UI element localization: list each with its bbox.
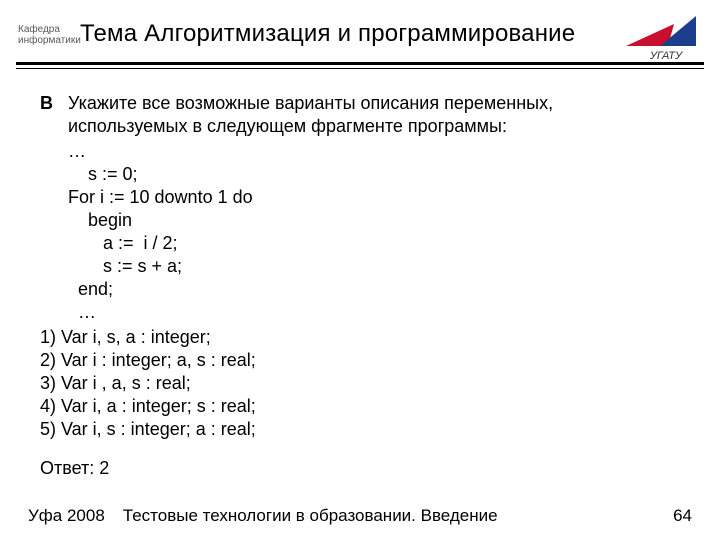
question-block: В Укажите все возможные варианты описани… [40,92,680,324]
header-divider-thick [16,62,704,65]
footer-left: Уфа 2008 [28,506,105,526]
page-title: Тема Алгоритмизация и программирование [80,20,575,48]
correct-answer: Ответ: 2 [40,458,109,479]
code-l6: s := s + a; [68,256,182,276]
department-label: Кафедра информатики [18,24,81,46]
option-3: 3) Var i , a, s : real; [40,372,680,395]
header-divider-thin [16,68,704,69]
footer-center: Тестовые технологии в образовании. Введе… [123,506,652,526]
option-1: 1) Var i, s, a : integer; [40,326,680,349]
question-marker: В [40,92,68,324]
dept-line1: Кафедра [18,24,60,35]
code-l1: … [68,141,86,161]
code-l4: begin [68,210,132,230]
content-area: В Укажите все возможные варианты описани… [40,92,680,441]
code-l8: … [68,302,96,322]
prompt-line1: Укажите все возможные варианты описания … [68,93,553,113]
code-l2: s := 0; [68,164,138,184]
option-2: 2) Var i : integer; a, s : real; [40,349,680,372]
answer-options: 1) Var i, s, a : integer; 2) Var i : int… [40,326,680,441]
option-4: 4) Var i, a : integer; s : real; [40,395,680,418]
prompt-line2: используемых в следующем фрагменте прогр… [68,116,507,136]
code-fragment: … s := 0; For i := 10 downto 1 do begin … [68,140,680,324]
code-l3: For i := 10 downto 1 do [68,187,253,207]
question-body: Укажите все возможные варианты описания … [68,92,680,324]
footer: Уфа 2008 Тестовые технологии в образован… [28,506,692,526]
header: Кафедра информатики Тема Алгоритмизация … [28,18,692,64]
option-5: 5) Var i, s : integer; a : real; [40,418,680,441]
dept-line2: информатики [18,35,81,46]
code-l5: a := i / 2; [68,233,178,253]
slide: Кафедра информатики Тема Алгоритмизация … [0,0,720,540]
code-l7: end; [68,279,113,299]
logo-label: УГАТУ [650,50,682,62]
page-number: 64 [652,506,692,526]
